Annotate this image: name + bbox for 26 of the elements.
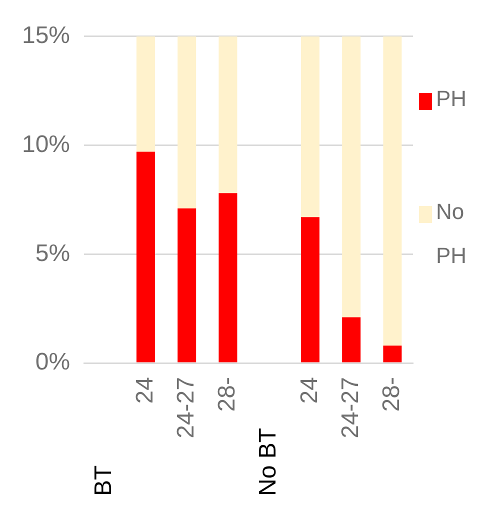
bar — [342, 317, 361, 362]
text: BT — [90, 464, 118, 496]
x-tick-label: 24 — [131, 377, 158, 404]
bar — [383, 36, 402, 346]
legend-label: PH — [436, 85, 468, 113]
text: No BT — [254, 428, 282, 496]
x-tick-label: 24-27 — [172, 377, 200, 438]
y-tick-label: 15% — [22, 22, 70, 50]
bar — [383, 346, 402, 362]
bar — [342, 36, 361, 318]
y-tick-label: 10% — [22, 130, 70, 158]
x-tick-label: 24 — [296, 377, 323, 404]
legend-label: No PH — [436, 198, 468, 270]
bar — [136, 152, 155, 362]
x-tick-label: 24-27 — [336, 377, 364, 438]
bar — [178, 208, 196, 362]
bar — [218, 193, 238, 362]
x-tick-label: 28- — [214, 377, 241, 412]
bar — [178, 36, 196, 208]
bar — [218, 36, 238, 194]
y-tick-label: 5% — [35, 240, 70, 267]
x-tick-label: 28- — [378, 377, 406, 412]
bar — [136, 36, 155, 152]
bar — [300, 217, 320, 362]
y-tick-label: 0% — [35, 348, 70, 376]
bar — [300, 36, 320, 218]
